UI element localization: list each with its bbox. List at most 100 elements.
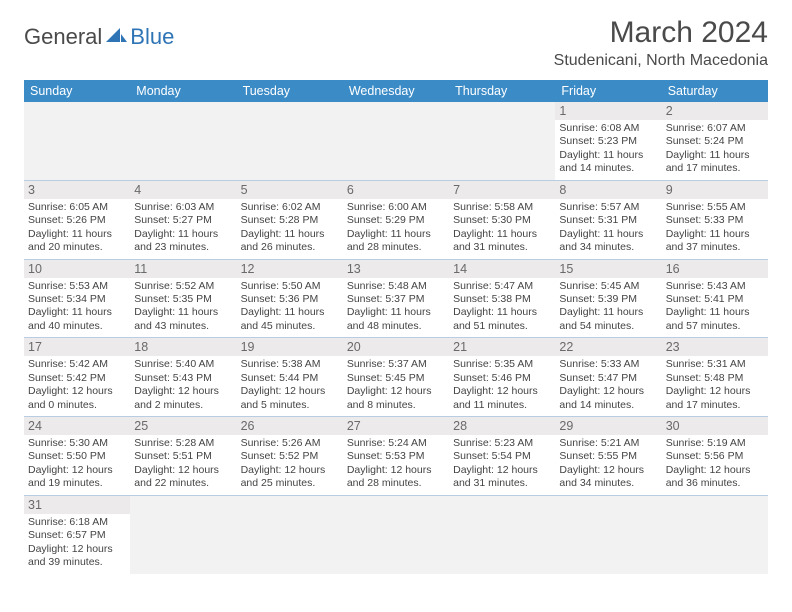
daylight-text: Daylight: 11 hours and 23 minutes. xyxy=(134,228,232,255)
calendar-day: 16Sunrise: 5:43 AMSunset: 5:41 PMDayligh… xyxy=(662,259,768,338)
calendar-day: 24Sunrise: 5:30 AMSunset: 5:50 PMDayligh… xyxy=(24,417,130,496)
sunset-text: Sunset: 5:50 PM xyxy=(28,450,126,463)
day-number: 18 xyxy=(130,338,236,356)
sunrise-text: Sunrise: 5:45 AM xyxy=(559,280,657,293)
calendar-day: 2Sunrise: 6:07 AMSunset: 5:24 PMDaylight… xyxy=(662,102,768,180)
calendar-week: 1Sunrise: 6:08 AMSunset: 5:23 PMDaylight… xyxy=(24,102,768,180)
day-header: Sunday xyxy=(24,80,130,102)
calendar-day: 7Sunrise: 5:58 AMSunset: 5:30 PMDaylight… xyxy=(449,180,555,259)
sunset-text: Sunset: 5:56 PM xyxy=(666,450,764,463)
sunrise-text: Sunrise: 6:07 AM xyxy=(666,122,764,135)
day-number: 6 xyxy=(343,181,449,199)
day-number: 16 xyxy=(662,260,768,278)
daylight-text: Daylight: 12 hours and 31 minutes. xyxy=(453,464,551,491)
daylight-text: Daylight: 11 hours and 17 minutes. xyxy=(666,149,764,176)
sunrise-text: Sunrise: 5:55 AM xyxy=(666,201,764,214)
calendar-day: 23Sunrise: 5:31 AMSunset: 5:48 PMDayligh… xyxy=(662,338,768,417)
sunset-text: Sunset: 5:55 PM xyxy=(559,450,657,463)
day-number: 29 xyxy=(555,417,661,435)
day-number: 14 xyxy=(449,260,555,278)
daylight-text: Daylight: 12 hours and 34 minutes. xyxy=(559,464,657,491)
sunrise-text: Sunrise: 5:37 AM xyxy=(347,358,445,371)
sunset-text: Sunset: 5:37 PM xyxy=(347,293,445,306)
calendar-day: 20Sunrise: 5:37 AMSunset: 5:45 PMDayligh… xyxy=(343,338,449,417)
daylight-text: Daylight: 12 hours and 36 minutes. xyxy=(666,464,764,491)
sunset-text: Sunset: 5:23 PM xyxy=(559,135,657,148)
daylight-text: Daylight: 11 hours and 31 minutes. xyxy=(453,228,551,255)
calendar-day-empty xyxy=(343,102,449,180)
sunset-text: Sunset: 5:43 PM xyxy=(134,372,232,385)
sunrise-text: Sunrise: 5:38 AM xyxy=(241,358,339,371)
sunset-text: Sunset: 5:51 PM xyxy=(134,450,232,463)
day-number: 25 xyxy=(130,417,236,435)
daylight-text: Daylight: 11 hours and 54 minutes. xyxy=(559,306,657,333)
sunset-text: Sunset: 5:39 PM xyxy=(559,293,657,306)
calendar-day-empty xyxy=(130,495,236,573)
sunset-text: Sunset: 5:46 PM xyxy=(453,372,551,385)
calendar-day: 25Sunrise: 5:28 AMSunset: 5:51 PMDayligh… xyxy=(130,417,236,496)
sunset-text: Sunset: 5:36 PM xyxy=(241,293,339,306)
header: General Blue March 2024 Studenicani, Nor… xyxy=(24,16,768,70)
calendar-day: 28Sunrise: 5:23 AMSunset: 5:54 PMDayligh… xyxy=(449,417,555,496)
sunrise-text: Sunrise: 6:03 AM xyxy=(134,201,232,214)
calendar-day: 14Sunrise: 5:47 AMSunset: 5:38 PMDayligh… xyxy=(449,259,555,338)
logo-text-blue: Blue xyxy=(130,24,174,50)
day-number: 13 xyxy=(343,260,449,278)
sunset-text: Sunset: 5:53 PM xyxy=(347,450,445,463)
daylight-text: Daylight: 11 hours and 26 minutes. xyxy=(241,228,339,255)
sunrise-text: Sunrise: 5:33 AM xyxy=(559,358,657,371)
calendar-day-empty xyxy=(662,495,768,573)
daylight-text: Daylight: 12 hours and 25 minutes. xyxy=(241,464,339,491)
sunrise-text: Sunrise: 5:30 AM xyxy=(28,437,126,450)
sunset-text: Sunset: 5:26 PM xyxy=(28,214,126,227)
calendar-day-empty xyxy=(237,102,343,180)
calendar-day-empty xyxy=(449,102,555,180)
sunrise-text: Sunrise: 5:48 AM xyxy=(347,280,445,293)
daylight-text: Daylight: 12 hours and 39 minutes. xyxy=(28,543,126,570)
calendar-table: SundayMondayTuesdayWednesdayThursdayFrid… xyxy=(24,80,768,574)
day-number: 2 xyxy=(662,102,768,120)
day-number: 20 xyxy=(343,338,449,356)
day-header: Friday xyxy=(555,80,661,102)
daylight-text: Daylight: 12 hours and 8 minutes. xyxy=(347,385,445,412)
sunrise-text: Sunrise: 5:43 AM xyxy=(666,280,764,293)
daylight-text: Daylight: 12 hours and 0 minutes. xyxy=(28,385,126,412)
calendar-day: 10Sunrise: 5:53 AMSunset: 5:34 PMDayligh… xyxy=(24,259,130,338)
sunset-text: Sunset: 5:47 PM xyxy=(559,372,657,385)
calendar-day-empty xyxy=(343,495,449,573)
calendar-day: 31Sunrise: 6:18 AMSunset: 6:57 PMDayligh… xyxy=(24,495,130,573)
daylight-text: Daylight: 12 hours and 19 minutes. xyxy=(28,464,126,491)
daylight-text: Daylight: 11 hours and 40 minutes. xyxy=(28,306,126,333)
sunset-text: Sunset: 5:35 PM xyxy=(134,293,232,306)
calendar-day: 18Sunrise: 5:40 AMSunset: 5:43 PMDayligh… xyxy=(130,338,236,417)
sunset-text: Sunset: 5:34 PM xyxy=(28,293,126,306)
sunset-text: Sunset: 5:31 PM xyxy=(559,214,657,227)
day-number: 17 xyxy=(24,338,130,356)
sunset-text: Sunset: 5:33 PM xyxy=(666,214,764,227)
sunrise-text: Sunrise: 5:24 AM xyxy=(347,437,445,450)
daylight-text: Daylight: 12 hours and 11 minutes. xyxy=(453,385,551,412)
sunset-text: Sunset: 6:57 PM xyxy=(28,529,126,542)
calendar-day-empty xyxy=(24,102,130,180)
daylight-text: Daylight: 12 hours and 14 minutes. xyxy=(559,385,657,412)
calendar-day: 4Sunrise: 6:03 AMSunset: 5:27 PMDaylight… xyxy=(130,180,236,259)
sunset-text: Sunset: 5:44 PM xyxy=(241,372,339,385)
day-number: 22 xyxy=(555,338,661,356)
calendar-week: 24Sunrise: 5:30 AMSunset: 5:50 PMDayligh… xyxy=(24,417,768,496)
calendar-day-empty xyxy=(237,495,343,573)
daylight-text: Daylight: 11 hours and 51 minutes. xyxy=(453,306,551,333)
day-number: 27 xyxy=(343,417,449,435)
calendar-day: 9Sunrise: 5:55 AMSunset: 5:33 PMDaylight… xyxy=(662,180,768,259)
calendar-day-empty xyxy=(555,495,661,573)
calendar-day: 26Sunrise: 5:26 AMSunset: 5:52 PMDayligh… xyxy=(237,417,343,496)
calendar-day: 8Sunrise: 5:57 AMSunset: 5:31 PMDaylight… xyxy=(555,180,661,259)
sunrise-text: Sunrise: 5:23 AM xyxy=(453,437,551,450)
daylight-text: Daylight: 11 hours and 34 minutes. xyxy=(559,228,657,255)
day-header: Saturday xyxy=(662,80,768,102)
calendar-day: 6Sunrise: 6:00 AMSunset: 5:29 PMDaylight… xyxy=(343,180,449,259)
calendar-day: 27Sunrise: 5:24 AMSunset: 5:53 PMDayligh… xyxy=(343,417,449,496)
calendar-day: 30Sunrise: 5:19 AMSunset: 5:56 PMDayligh… xyxy=(662,417,768,496)
day-number: 5 xyxy=(237,181,343,199)
day-number: 8 xyxy=(555,181,661,199)
sunrise-text: Sunrise: 5:58 AM xyxy=(453,201,551,214)
